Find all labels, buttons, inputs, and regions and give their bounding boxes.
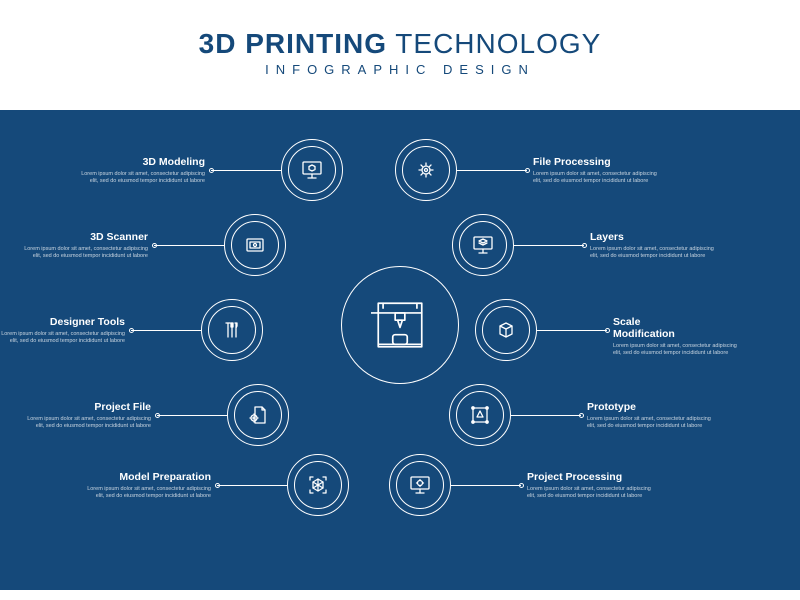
connector (514, 245, 584, 246)
connector (154, 245, 224, 246)
connector-dot (215, 483, 220, 488)
label-projfile: Project File Lorem ipsum dolor sit amet, … (21, 401, 151, 431)
center-ring (341, 266, 459, 384)
connector (451, 485, 521, 486)
label-title: Project Processing (527, 471, 657, 483)
title-bold: 3D PRINTING (199, 28, 387, 59)
header: 3D PRINTING TECHNOLOGY INFOGRAPHIC DESIG… (0, 0, 800, 77)
node-fileproc (395, 139, 457, 201)
connector-dot (525, 168, 530, 173)
node-projfile (227, 384, 289, 446)
label-prototype: Prototype Lorem ipsum dolor sit amet, con… (587, 401, 717, 431)
file-gear-icon (234, 391, 282, 439)
connector (131, 330, 201, 331)
node-layers (452, 214, 514, 276)
connector-dot (152, 243, 157, 248)
label-body: Lorem ipsum dolor sit amet, consectetur … (533, 171, 663, 186)
monitor-gear-icon (396, 461, 444, 509)
label-body: Lorem ipsum dolor sit amet, consectetur … (81, 486, 211, 501)
connector (511, 415, 581, 416)
connector-dot (209, 168, 214, 173)
label-title: Scale Modification (613, 316, 743, 340)
connector-dot (155, 413, 160, 418)
connector-dot (129, 328, 134, 333)
label-body: Lorem ipsum dolor sit amet, consectetur … (0, 331, 125, 346)
gear-icon (402, 146, 450, 194)
label-scanner: 3D Scanner Lorem ipsum dolor sit amet, co… (18, 231, 148, 261)
label-title: 3D Scanner (18, 231, 148, 243)
connector (217, 485, 287, 486)
connector (157, 415, 227, 416)
printer-icon (371, 296, 429, 354)
node-prototype (449, 384, 511, 446)
node-scanner (224, 214, 286, 276)
connector (211, 170, 281, 171)
label-body: Lorem ipsum dolor sit amet, consectetur … (587, 416, 717, 431)
label-tools: Designer Tools Lorem ipsum dolor sit amet… (0, 316, 125, 346)
cube-icon (482, 306, 530, 354)
label-body: Lorem ipsum dolor sit amet, consectetur … (21, 416, 151, 431)
label-title: Project File (21, 401, 151, 413)
node-tools (201, 299, 263, 361)
label-body: Lorem ipsum dolor sit amet, consectetur … (18, 246, 148, 261)
cube-target-icon (294, 461, 342, 509)
label-body: Lorem ipsum dolor sit amet, consectetur … (75, 171, 205, 186)
label-fileproc: File Processing Lorem ipsum dolor sit ame… (533, 156, 663, 186)
page: 3D PRINTING TECHNOLOGY INFOGRAPHIC DESIG… (0, 0, 800, 600)
title-light: TECHNOLOGY (387, 28, 601, 59)
label-title: Layers (590, 231, 720, 243)
label-title: 3D Modeling (75, 156, 205, 168)
label-modeling: 3D Modeling Lorem ipsum dolor sit amet, c… (75, 156, 205, 186)
page-subtitle: INFOGRAPHIC DESIGN (0, 62, 800, 77)
prototype-icon (456, 391, 504, 439)
label-layers: Layers Lorem ipsum dolor sit amet, consec… (590, 231, 720, 261)
page-title: 3D PRINTING TECHNOLOGY (0, 28, 800, 60)
label-title: Prototype (587, 401, 717, 413)
connector-dot (582, 243, 587, 248)
connector-dot (605, 328, 610, 333)
layers-icon (459, 221, 507, 269)
node-projproc (389, 454, 451, 516)
label-scale: Scale Modification Lorem ipsum dolor sit … (613, 316, 743, 358)
node-scale (475, 299, 537, 361)
node-modeling (281, 139, 343, 201)
connector (457, 170, 527, 171)
label-modelprep: Model Preparation Lorem ipsum dolor sit a… (81, 471, 211, 501)
label-projproc: Project Processing Lorem ipsum dolor sit … (527, 471, 657, 501)
label-title: Designer Tools (0, 316, 125, 328)
infographic-canvas: 3D Modeling Lorem ipsum dolor sit amet, c… (0, 110, 800, 590)
monitor-cube-icon (288, 146, 336, 194)
tools-icon (208, 306, 256, 354)
connector-dot (519, 483, 524, 488)
label-body: Lorem ipsum dolor sit amet, consectetur … (590, 246, 720, 261)
connector-dot (579, 413, 584, 418)
connector (537, 330, 607, 331)
label-body: Lorem ipsum dolor sit amet, consectetur … (527, 486, 657, 501)
label-title: Model Preparation (81, 471, 211, 483)
label-title: File Processing (533, 156, 663, 168)
scanner-icon (231, 221, 279, 269)
node-modelprep (287, 454, 349, 516)
label-body: Lorem ipsum dolor sit amet, consectetur … (613, 343, 743, 358)
